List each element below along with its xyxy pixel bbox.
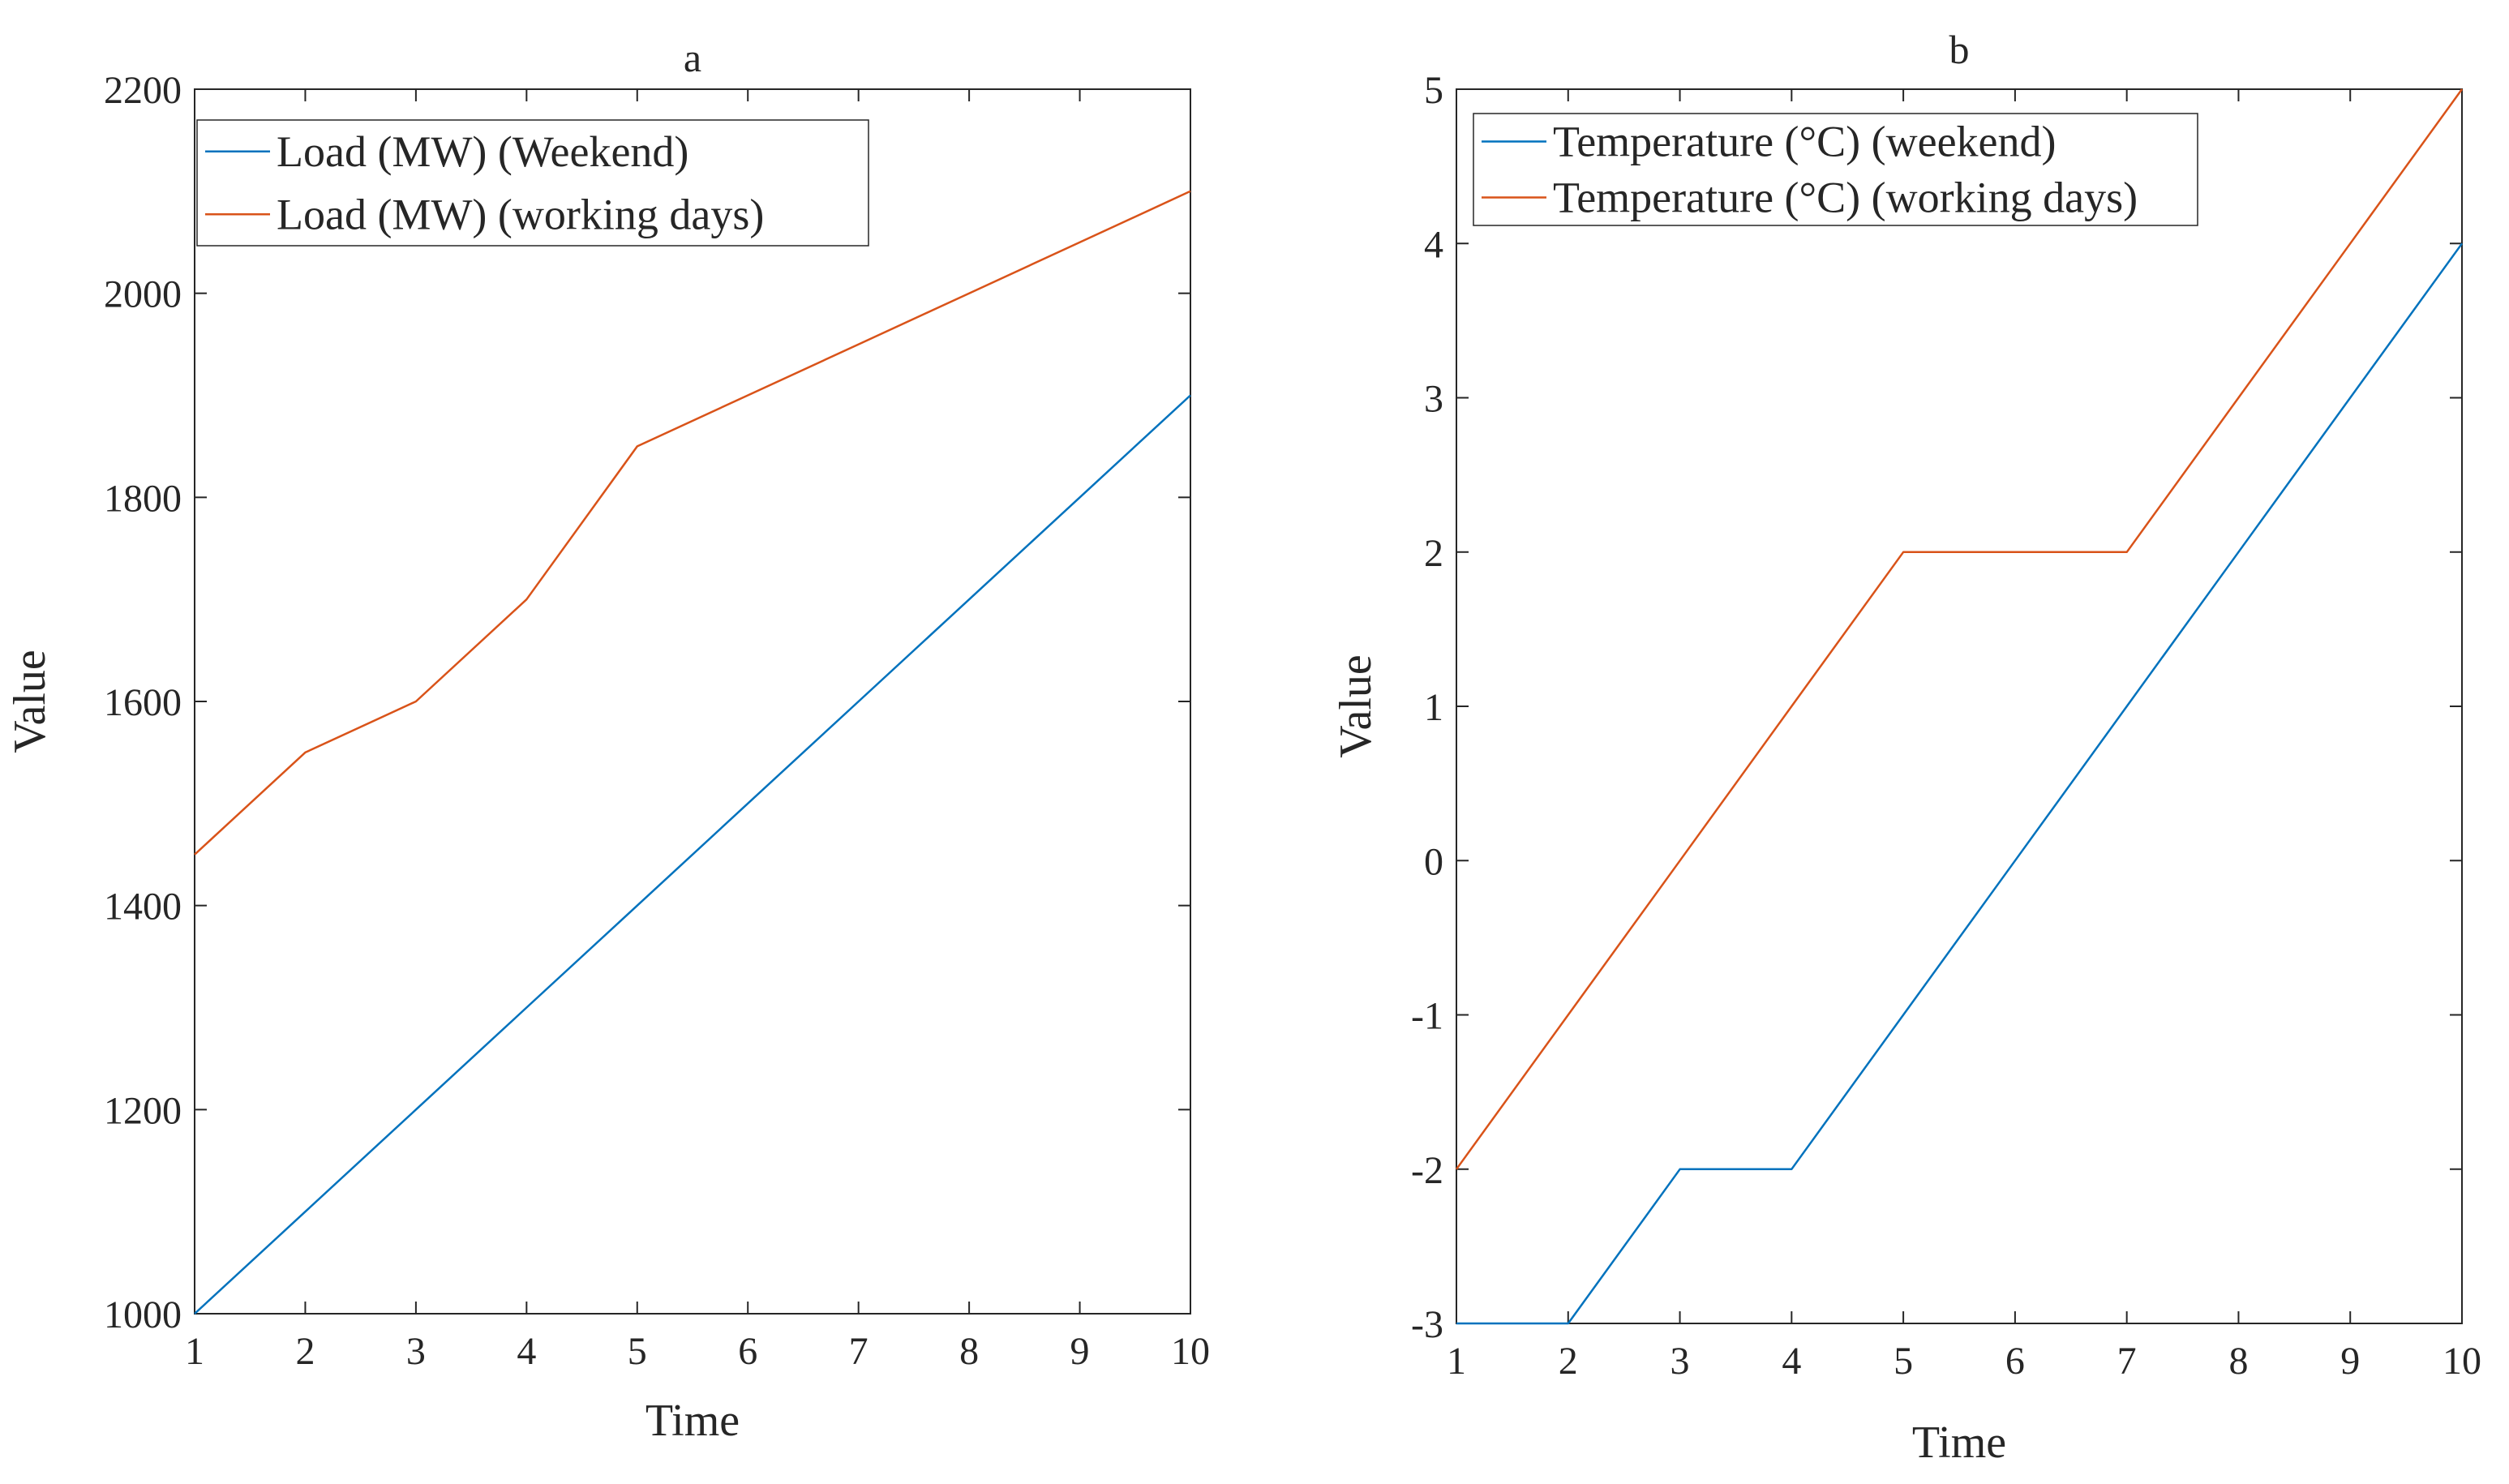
y-tick-label: 1800 [104,477,182,520]
plot-area-frame [1456,88,2463,1324]
y-tick-label: 2 [1424,532,1443,575]
legend: Load (MW) (Weekend) Load (MW) (working da… [196,119,869,247]
x-tick-label: 7 [849,1330,868,1373]
x-axis-label: Time [645,1396,740,1446]
series-line-2 [1455,88,2464,1170]
y-tick-label: 5 [1424,69,1443,112]
x-tick-label: 1 [1447,1340,1466,1383]
y-tick-label: -2 [1411,1149,1443,1192]
x-tick-label: 6 [738,1330,757,1373]
y-tick-label: 1200 [104,1089,182,1132]
legend-label: Temperature (°C) (working days) [1553,174,2138,222]
x-tick-label: 6 [2005,1340,2025,1383]
y-tick-label: 1600 [104,681,182,724]
x-axis-label: Time [1912,1418,2006,1468]
y-tick-label: 1400 [104,886,182,929]
x-tick-label: 9 [2340,1340,2360,1383]
legend: Temperature (°C) (weekend) Temperature (°… [1473,113,2198,226]
x-tick-label: 7 [2117,1340,2137,1383]
y-tick-label: 4 [1424,223,1443,266]
y-tick-label: 3 [1424,378,1443,421]
chart-panel-a: 1 2 3 4 5 6 7 8 9 10 1000 1200 1400 1600 1800 2000 2200 a… [5,35,1210,1446]
x-tick-label: 5 [628,1330,647,1373]
x-tick-label: 9 [1070,1330,1090,1373]
x-tick-label: 1 [185,1330,204,1373]
x-tick-label: 10 [2443,1340,2481,1383]
x-tick-label: 8 [959,1330,979,1373]
chart-panel-b: 1 2 3 4 5 6 7 8 9 10 -3 -2 -1 0 1 2 3 4 5 b Time Value Tempera… [1331,27,2481,1468]
legend-label: Temperature (°C) (weekend) [1553,118,2057,166]
x-tick-label: 4 [1782,1340,1801,1383]
x-tick-label: 5 [1894,1340,1913,1383]
y-axis-label: Value [1331,654,1381,758]
plot-area-frame [194,88,1191,1315]
panel-title: a [684,35,701,80]
y-tick-label: -1 [1411,995,1443,1038]
y-tick-label: 2200 [104,69,182,112]
panel-title: b [1949,27,1970,72]
legend-box [196,119,869,247]
y-tick-label: -3 [1411,1303,1443,1346]
x-tick-label: 4 [517,1330,536,1373]
y-axis-label: Value [5,650,55,753]
series-line-1 [1456,242,2464,1325]
legend-label: Load (MW) (working days) [277,190,764,238]
x-tick-label: 10 [1171,1330,1210,1373]
x-tick-label: 3 [1671,1340,1690,1383]
x-tick-label: 8 [2228,1340,2248,1383]
legend-label: Load (MW) (Weekend) [277,127,688,176]
legend-box [1473,113,2198,226]
x-tick-label: 3 [406,1330,426,1373]
series-line-2 [194,190,1191,856]
y-tick-label: 1000 [104,1293,182,1336]
series-line-1 [194,394,1191,1315]
y-tick-label: 1 [1424,686,1443,729]
y-tick-label: 2000 [104,273,182,316]
y-tick-label: 0 [1424,840,1443,883]
x-tick-label: 2 [1559,1340,1578,1383]
x-tick-label: 2 [295,1330,315,1373]
